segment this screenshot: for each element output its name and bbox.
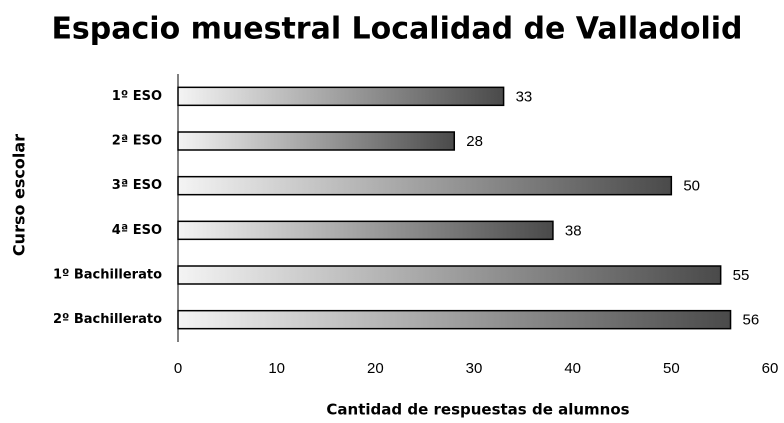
bar	[177, 175, 673, 196]
x-tick-label: 20	[367, 360, 384, 377]
x-tick-label: 40	[564, 360, 581, 377]
y-tick-label: 1º Bachillerato	[53, 268, 162, 283]
y-tick-label: 3ª ESO	[112, 178, 162, 193]
x-tick-label: 50	[663, 360, 680, 377]
data-label: 38	[565, 222, 582, 239]
bar	[177, 131, 456, 151]
y-tick-label: 1º ESO	[112, 89, 162, 104]
data-label: 28	[466, 133, 483, 150]
y-tick-label: 4ª ESO	[112, 223, 162, 238]
bar	[177, 265, 722, 285]
data-label: 56	[743, 312, 760, 329]
x-tick-label: 30	[466, 360, 483, 377]
chart-title: Espacio muestral Localidad de Valladolid	[51, 12, 742, 47]
y-axis-label: Curso escolar	[10, 134, 29, 256]
x-axis-label: Cantidad de respuestas de alumnos	[326, 401, 629, 419]
x-tick-label: 60	[762, 360, 779, 377]
data-label: 50	[683, 178, 700, 195]
x-tick-label: 10	[268, 360, 285, 377]
x-tick-label: 0	[174, 360, 182, 377]
data-label: 33	[516, 88, 533, 105]
bar	[177, 220, 554, 241]
y-tick-label: 2º Bachillerato	[53, 312, 162, 327]
bar	[177, 86, 505, 107]
data-label: 55	[733, 267, 750, 284]
y-tick-label: 2ª ESO	[112, 134, 162, 149]
bar	[177, 309, 732, 330]
